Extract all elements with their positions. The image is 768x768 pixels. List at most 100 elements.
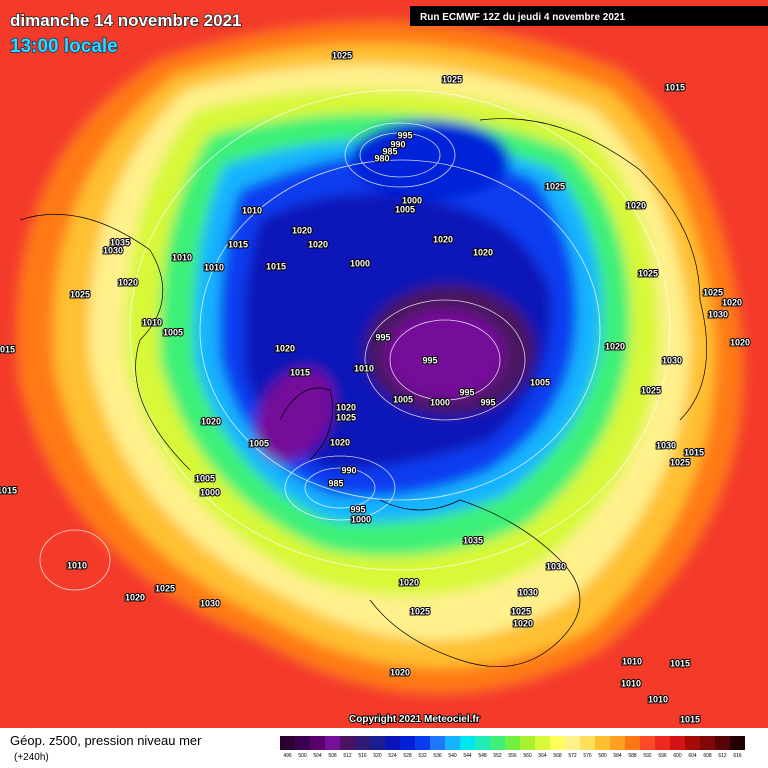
isobar-label: 1005 [249,438,269,448]
map-date: dimanche 14 novembre 2021 [10,11,242,30]
isobar-label: 1035 [110,237,130,247]
legend-swatch [415,736,430,750]
isobar-label: 1020 [730,337,750,347]
isobar-label: 1025 [336,412,356,422]
isobar-label: 985 [328,478,343,488]
legend-label: 512 [343,753,352,759]
legend-swatch [460,736,475,750]
isobar-label: 1025 [638,268,658,278]
legend-swatch [355,736,370,750]
legend-label: 552 [493,753,502,759]
legend-swatch [640,736,655,750]
isobar-labels: 1025102510159959909859801025100510001010… [0,49,751,725]
legend-swatch [655,736,670,750]
legend-label: 532 [418,753,427,759]
field [0,0,768,740]
legend-swatch [490,736,505,750]
legend-swatch [445,736,460,750]
legend-label: 548 [478,753,487,759]
isobar-label: 1025 [545,181,565,191]
isobar-label: 1020 [605,341,625,351]
coastlines [19,118,708,667]
legend-swatch [310,736,325,750]
isobar-label: 1010 [622,656,642,666]
isobar-label: 1030 [546,561,566,571]
legend-swatch [565,736,580,750]
legend-label: 596 [658,753,667,759]
copyright: Copyright 2021 Meteociel.fr [349,714,480,725]
legend-swatch [730,736,745,750]
isobar-label: 1020 [125,592,145,602]
isobar-label: 1015 [228,239,248,249]
isobar-label: 1030 [200,598,220,608]
isobar-label: 995 [375,332,390,342]
legend-label: 560 [523,753,532,759]
legend-label: 612 [718,753,727,759]
isobar-label: 1020 [433,234,453,244]
legend-swatch [340,736,355,750]
isobar-label: 995 [350,504,365,514]
isobar-label: 1005 [393,394,413,404]
footer-title: Géop. z500, pression niveau mer [10,733,202,748]
legend-label: 556 [508,753,517,759]
isobar-label: 1015 [670,658,690,668]
isobar-label: 1020 [330,437,350,447]
legend-label: 592 [643,753,652,759]
isobar-label: 990 [341,465,356,475]
isobar-label: 1025 [670,457,690,467]
isobar-label: 1005 [195,473,215,483]
isobar-label: 1020 [118,277,138,287]
isobar-label: 1020 [275,343,295,353]
legend-swatch [505,736,520,750]
legend-swatch [370,736,385,750]
isobar-label: 1010 [354,363,374,373]
legend-label: 528 [403,753,412,759]
legend-swatch [520,736,535,750]
isobar-label: 1010 [621,678,641,688]
legend-swatch [325,736,340,750]
isobar-label: 995 [480,397,495,407]
isobar-label: 1020 [399,577,419,587]
isobar-label: 1020 [336,402,356,412]
isobar-label: 1025 [70,289,90,299]
isobar-label: 1025 [155,583,175,593]
isobar-label: 1020 [292,225,312,235]
legend-label: 540 [448,753,457,759]
isobar-label: 1020 [626,200,646,210]
isobar-label: 1010 [204,262,224,272]
isobar-label: 1030 [708,309,728,319]
legend-swatch [400,736,415,750]
isobar-label: 990 [390,139,405,149]
isobar-label: 1020 [722,297,742,307]
legend-label: 600 [673,753,682,759]
isobar-label: 1015 [0,344,15,354]
run-info: Run ECMWF 12Z du jeudi 4 novembre 2021 [420,12,625,23]
isobar-label: 1000 [350,258,370,268]
isobar-label: 1030 [103,245,123,255]
legend-label: 504 [313,753,322,759]
legend-label: 604 [688,753,697,759]
color-legend: 496 500 504 508 512 516 520 524 528 532 536 540 544 5… [280,736,745,759]
legend-label: 564 [538,753,547,759]
isobar-label: 1030 [518,587,538,597]
legend-swatch [295,736,310,750]
isobar-label: 1015 [665,82,685,92]
isobar-label: 980 [374,153,389,163]
isobar-label: 1025 [410,606,430,616]
legend-label: 588 [628,753,637,759]
map-time: 13:00 locale [10,36,118,57]
run-box [410,6,768,26]
legend-label: 608 [703,753,712,759]
isobar-label: 995 [459,387,474,397]
isobar-label: 1000 [402,195,422,205]
legend-swatch [580,736,595,750]
isobar-label: 1010 [648,694,668,704]
isobar-label: 1035 [463,535,483,545]
legend-swatch [385,736,400,750]
legend-label: 584 [613,753,622,759]
isobar-label: 1015 [290,367,310,377]
legend-label: 500 [298,753,307,759]
legend-swatch [535,736,550,750]
isobar-label: 995 [397,130,412,140]
